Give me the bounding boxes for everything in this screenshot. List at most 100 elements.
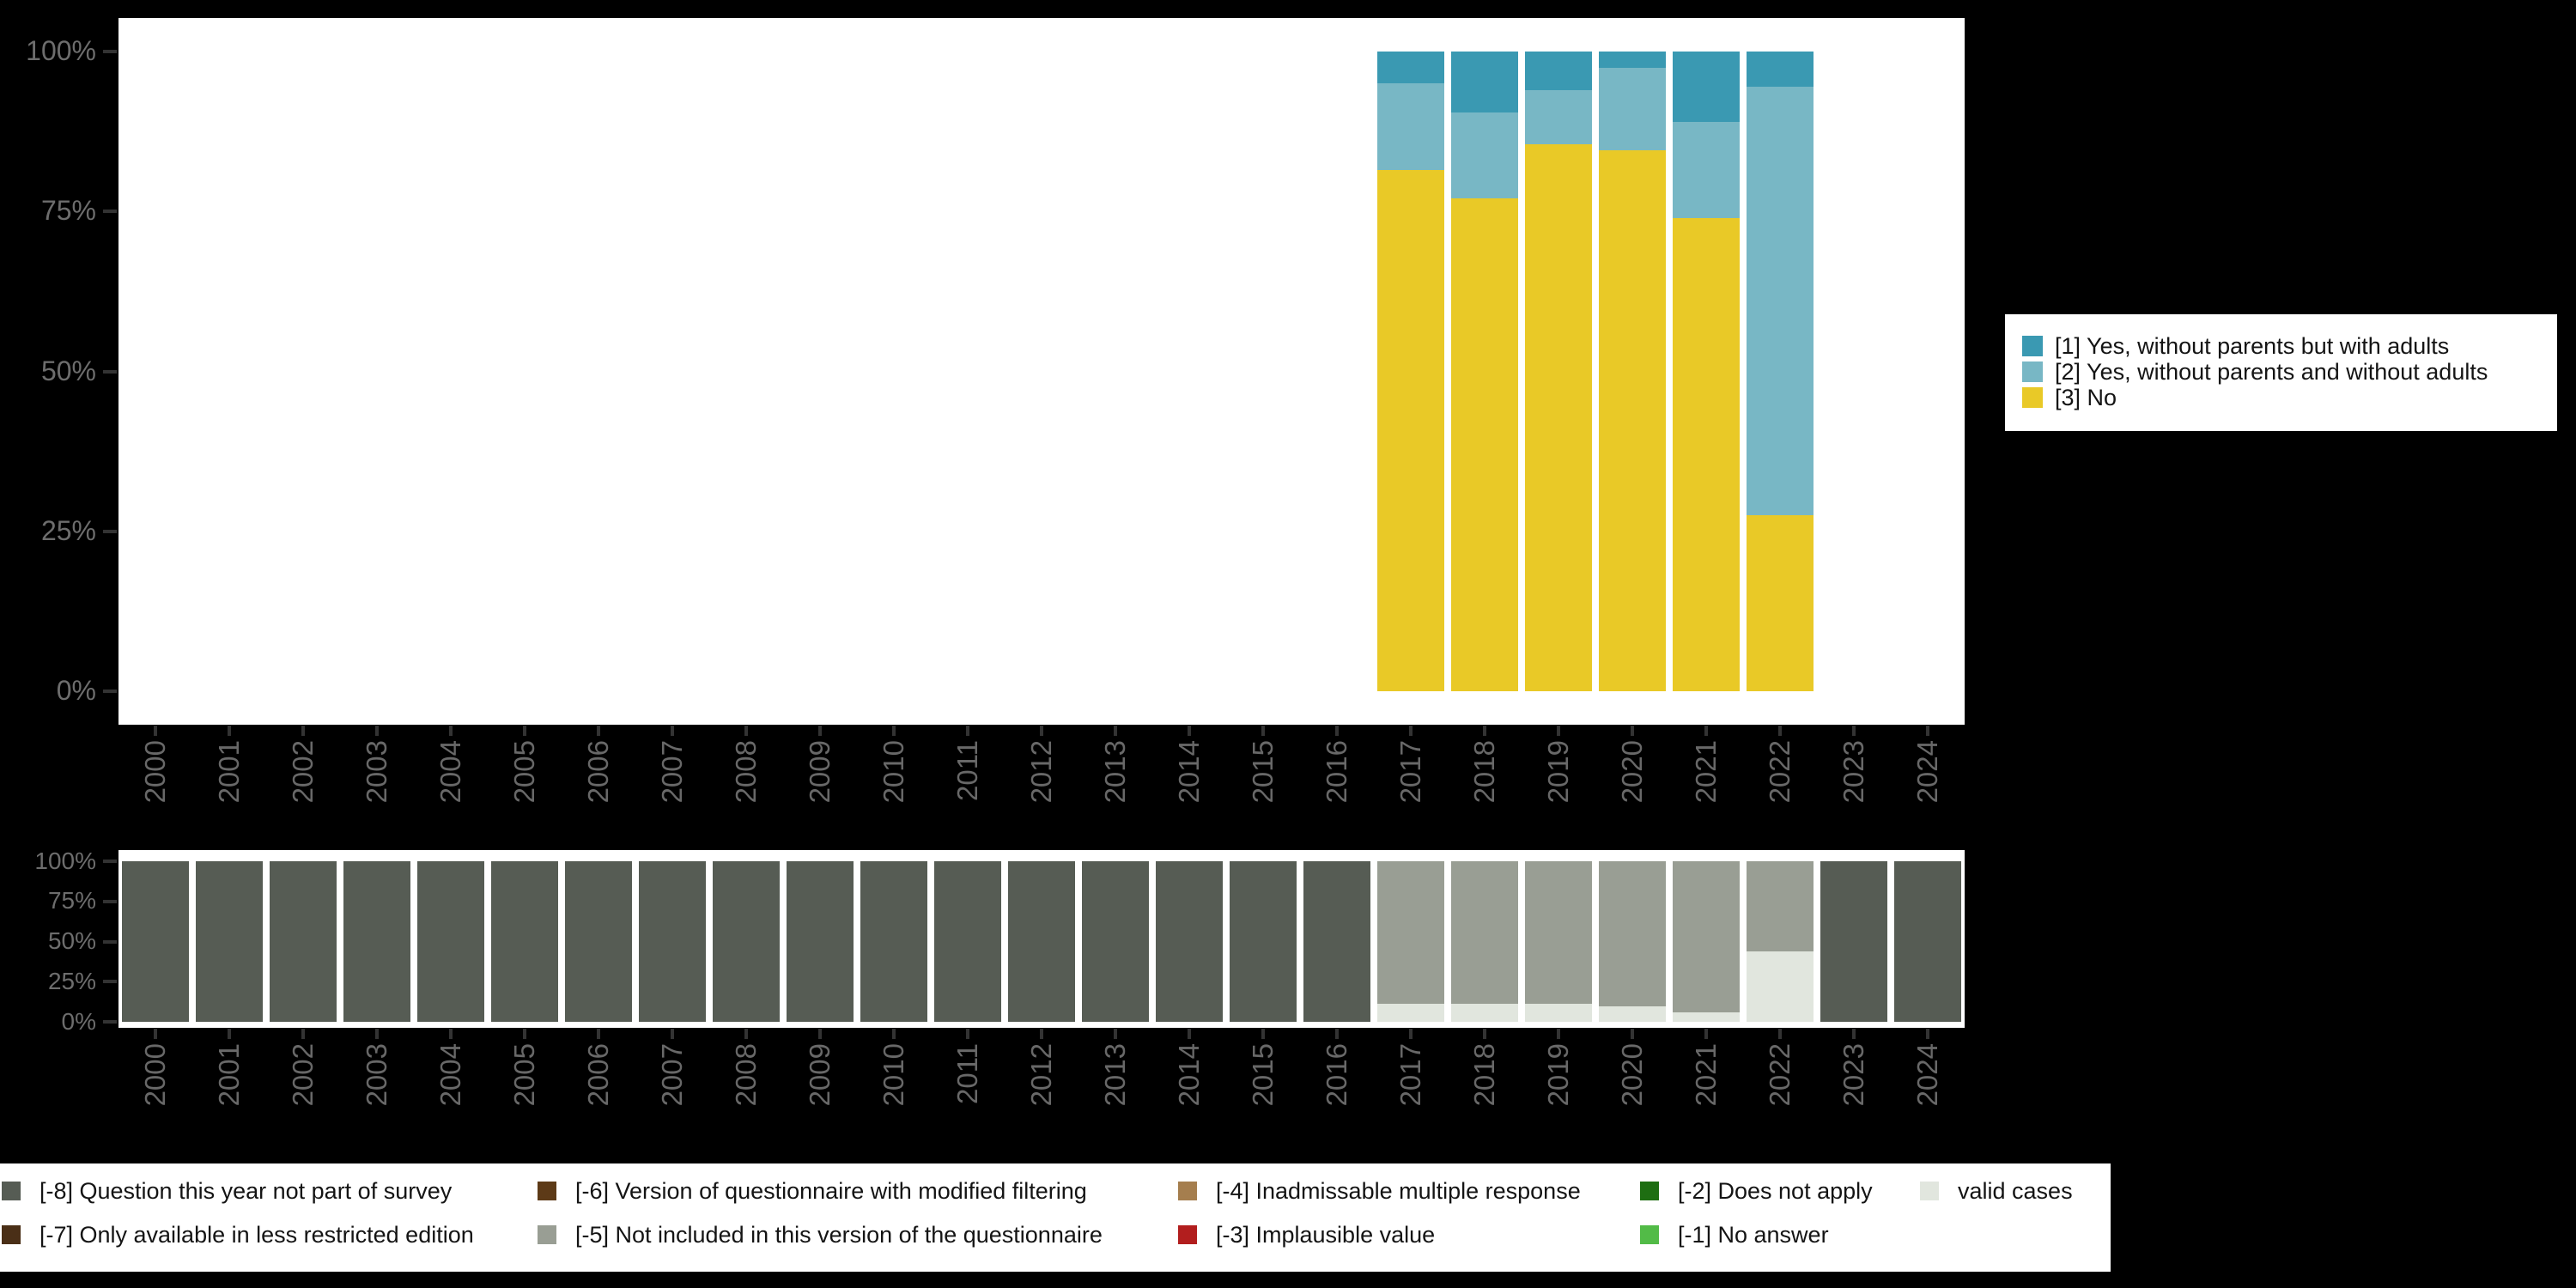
y-tick [103, 939, 117, 944]
x-tick [1778, 726, 1782, 736]
bar-segment-2011-s1 [934, 861, 1001, 1022]
legend-swatch [2022, 387, 2043, 408]
bar-segment-2018-s2 [1451, 861, 1518, 1005]
x-tick [818, 726, 822, 736]
legend-label: [-4] Inadmissable multiple response [1216, 1178, 1581, 1204]
missing-values-legend: [-8] Question this year not part of surv… [0, 1163, 2111, 1272]
x-axis-label: 2018 [1468, 740, 1500, 804]
x-tick [449, 726, 453, 736]
x-axis-label: 2022 [1764, 740, 1795, 804]
x-tick [154, 1029, 157, 1039]
x-axis-label: 2011 [951, 740, 983, 801]
bar-segment-2020-s1 [1599, 52, 1666, 68]
x-tick [892, 726, 896, 736]
x-axis-label: 2012 [1025, 1043, 1057, 1107]
bar-segment-2001-s1 [196, 861, 263, 1022]
x-axis-label: 2014 [1173, 1043, 1205, 1107]
x-axis-label: 2014 [1173, 740, 1205, 804]
x-tick [1631, 1029, 1634, 1039]
x-tick [744, 726, 748, 736]
x-tick [228, 1029, 231, 1039]
bar-segment-2020-s2 [1599, 67, 1666, 151]
x-tick [1335, 726, 1339, 736]
bar-segment-2012-s1 [1008, 861, 1075, 1022]
x-axis-label: 2005 [508, 740, 540, 804]
y-tick [103, 529, 117, 533]
y-axis-label: 0% [61, 1007, 96, 1035]
y-axis-label: 75% [47, 887, 96, 914]
x-tick [744, 1029, 748, 1039]
x-axis-label: 2005 [508, 1043, 540, 1107]
x-axis-label: 2013 [1099, 740, 1131, 804]
x-tick [1040, 1029, 1043, 1039]
x-tick [1557, 1029, 1560, 1039]
x-axis-label: 2023 [1838, 1043, 1869, 1107]
x-tick [1704, 1029, 1708, 1039]
x-axis-label: 2000 [139, 740, 171, 804]
legend-swatch [1178, 1225, 1197, 1244]
x-axis-label: 2007 [656, 740, 688, 804]
legend-label: [2] Yes, without parents and without adu… [2055, 359, 2488, 385]
legend-label: [1] Yes, without parents but with adults [2055, 333, 2450, 359]
bar-segment-2017-s1 [1377, 52, 1444, 84]
x-tick [1409, 726, 1413, 736]
y-axis-label: 25% [40, 514, 96, 546]
x-tick [523, 726, 526, 736]
bar-segment-2018-s1 [1451, 52, 1518, 112]
x-tick [597, 726, 600, 736]
x-tick [1852, 1029, 1856, 1039]
x-tick [1926, 1029, 1929, 1039]
bar-segment-2013-s1 [1082, 861, 1149, 1022]
x-tick [1852, 726, 1856, 736]
x-axis-label: 2020 [1616, 1043, 1648, 1107]
bar-segment-2015-s1 [1230, 861, 1297, 1022]
x-tick [1778, 1029, 1782, 1039]
bar-segment-2014-s1 [1156, 861, 1223, 1022]
x-axis-label: 2024 [1911, 740, 1943, 804]
legend-label: [-8] Question this year not part of surv… [39, 1178, 453, 1204]
x-tick [1704, 726, 1708, 736]
bar-segment-2022-s2 [1747, 86, 1814, 516]
x-axis-label: 2020 [1616, 740, 1648, 804]
x-tick [966, 726, 969, 736]
y-axis-label: 50% [47, 927, 96, 955]
x-tick [1188, 726, 1191, 736]
x-axis-label: 2022 [1764, 1043, 1795, 1107]
bar-segment-2017-s2 [1377, 861, 1444, 1005]
bar-segment-2017-s3 [1377, 169, 1444, 691]
legend-swatch [2022, 336, 2043, 356]
x-tick [1040, 726, 1043, 736]
bar-segment-2021-s2 [1673, 861, 1740, 1012]
x-axis-label: 2017 [1394, 740, 1426, 804]
x-tick [301, 1029, 305, 1039]
x-axis-label: 2006 [582, 740, 614, 804]
bar-segment-2007-s1 [639, 861, 706, 1022]
x-tick [818, 1029, 822, 1039]
bar-segment-2021-s2 [1673, 121, 1740, 218]
y-axis-label: 100% [34, 847, 96, 874]
x-axis-label: 2012 [1025, 740, 1057, 804]
x-tick [892, 1029, 896, 1039]
bar-segment-2018-s2 [1451, 112, 1518, 199]
bar-segment-2020-s3 [1599, 150, 1666, 691]
x-axis-label: 2006 [582, 1043, 614, 1107]
x-axis-label: 2023 [1838, 740, 1869, 804]
x-tick [1409, 1029, 1413, 1039]
bar-segment-2022-s3 [1747, 515, 1814, 691]
bar-segment-2000-s1 [122, 861, 189, 1022]
x-tick [1557, 726, 1560, 736]
y-axis-label: 50% [40, 355, 96, 386]
bar-segment-2002-s1 [270, 861, 337, 1022]
x-axis-label: 2021 [1690, 740, 1722, 804]
legend-swatch [1640, 1225, 1659, 1244]
bar-segment-2010-s1 [860, 861, 927, 1022]
bar-segment-2024-s1 [1894, 861, 1961, 1022]
x-axis-label: 2010 [878, 1043, 909, 1107]
x-axis-label: 2008 [730, 1043, 762, 1107]
legend-label: [-5] Not included in this version of the… [575, 1222, 1103, 1248]
legend-swatch [2, 1225, 21, 1244]
bar-segment-2018-s3 [1451, 198, 1518, 691]
x-axis-label: 2018 [1468, 1043, 1500, 1107]
x-tick [597, 1029, 600, 1039]
